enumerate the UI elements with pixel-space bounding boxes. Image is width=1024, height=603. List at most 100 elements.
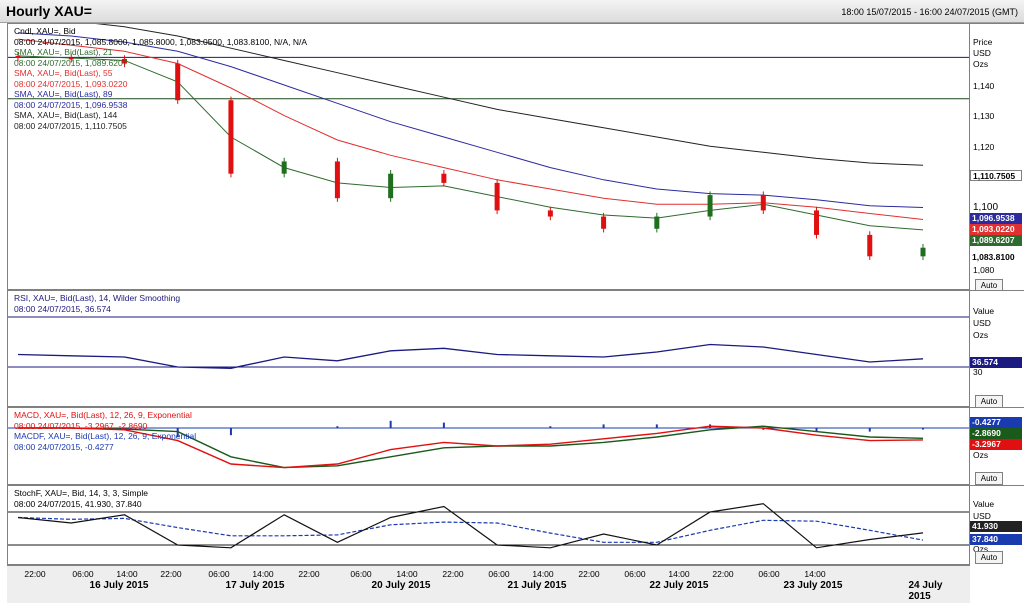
candle-body [920,247,926,257]
x-tick: 06:00 [72,569,94,579]
x-tick: 14:00 [668,569,690,579]
rsi-panel[interactable]: RSI, XAU=, Bid(Last), 14, Wilder Smoothi… [7,290,970,407]
x-date: 16 July 2015 [89,580,149,591]
candle-body [388,173,394,199]
stoch-panel[interactable]: StochF, XAU=, Bid, 14, 3, 3, Simple 08:0… [7,485,970,565]
price-axis-title-3: Ozs [973,59,989,69]
x-tick: 22:00 [24,569,46,579]
legend-macdf: MACDF, XAU=, Bid(Last), 12, 26, 9, Expon… [14,431,197,441]
legend-sma89: SMA, XAU=, Bid(Last), 89 [14,89,113,99]
macd-line [18,425,924,469]
candle-body [867,234,873,257]
macd-histogram-bar [229,428,232,436]
stoch-k-line [17,503,924,549]
legend-sma144-values: 08:00 24/07/2015, 1,110.7505 [14,120,127,131]
macd-panel[interactable]: MACD, XAU=, Bid(Last), 12, 26, 9, Expone… [7,407,970,485]
tag-stoch-k: 41.930 [970,521,1022,532]
tag-sma144: 1,110.7505 [970,170,1022,181]
x-tick: 14:00 [116,569,138,579]
rsi-axis-title-1: Value [973,306,995,316]
x-date: 20 July 2015 [371,580,431,591]
x-tick: 06:00 [350,569,372,579]
x-tick: 22:00 [160,569,182,579]
price-axis[interactable]: Price USD Ozs 1,140 1,130 1,120 1,100 1,… [970,23,1024,292]
rsi-line [17,343,924,369]
tag-close: 1,083.8100 [970,252,1022,263]
sma144-line [95,24,924,166]
macd-histogram-bar [336,426,339,428]
macd-histogram-bar [442,422,445,428]
macd-histogram-bar [655,424,658,428]
chart-date-range: 18:00 15/07/2015 - 16:00 24/07/2015 (GMT… [841,7,1018,17]
chart-title: Hourly XAU= [6,3,92,19]
stoch-axis-title-1: Value [973,499,995,509]
price-tick-1080: 1,080 [973,265,995,275]
legend-cndl-values: 08:00 24/07/2015, 1,085.8000, 1,085.8000… [14,36,308,47]
stoch-axis[interactable]: Value USD 41.930 37.840 Ozs Auto [970,485,1024,565]
price-axis-title-1: Price [973,37,993,47]
sma55-line [17,38,924,220]
x-date: 24 July 2015 [908,580,943,602]
x-tick: 14:00 [804,569,826,579]
rsi-chart-svg [8,316,969,369]
macd-histogram-bar [762,428,765,430]
legend-rsi-values: 08:00 24/07/2015, 36.574 [14,303,111,314]
macd-histogram-bar [922,428,924,430]
price-tick-1130: 1,130 [973,111,995,121]
stoch-chart-svg [8,503,969,549]
tag-macd: -3.2967 [970,439,1022,450]
rsi-tick-30: 30 [973,367,983,377]
x-tick: 22:00 [298,569,320,579]
price-tick-1120: 1,120 [973,142,995,152]
candle-body [601,216,607,229]
legend-macd: MACD, XAU=, Bid(Last), 12, 26, 9, Expone… [14,410,192,420]
legend-rsi: RSI, XAU=, Bid(Last), 14, Wilder Smoothi… [14,293,181,303]
candle-body [228,100,234,174]
candle-body [547,210,553,217]
candle-body [494,182,500,211]
tag-sma55: 1,093.0220 [970,224,1022,235]
stoch-auto-button[interactable]: Auto [975,551,1003,564]
x-date: 22 July 2015 [649,580,709,591]
legend-stoch: StochF, XAU=, Bid, 14, 3, 3, Simple [14,488,148,498]
legend-sma144: SMA, XAU=, Bid(Last), 144 [14,110,118,120]
tag-sma21: 1,089.6207 [970,235,1022,246]
x-tick: 14:00 [396,569,418,579]
macd-histogram-bar [283,428,286,429]
macd-histogram-bar [389,420,392,428]
price-panel[interactable]: Cndl, XAU=, Bid 08:00 24/07/2015, 1,085.… [7,23,970,290]
legend-sma21-values: 08:00 24/07/2015, 1,089.6207 [14,57,128,68]
legend-sma89-values: 08:00 24/07/2015, 1,096.9538 [14,99,128,110]
time-axis[interactable]: 22:00 06:00 14:00 22:00 06:00 14:00 22:0… [7,565,970,603]
candle-body [814,210,820,235]
macd-histogram-bar [868,428,871,432]
candle-body [760,195,766,211]
tag-macdf: -0.4277 [970,417,1022,428]
window-title-bar: Hourly XAU= 18:00 15/07/2015 - 16:00 24/… [0,0,1024,23]
x-date: 21 July 2015 [507,580,567,591]
x-tick: 06:00 [624,569,646,579]
candle-body [707,195,713,217]
sma21-line [17,55,924,231]
legend-sma55-values: 08:00 24/07/2015, 1,093.0220 [14,78,128,89]
x-tick: 22:00 [442,569,464,579]
candle-body [68,57,74,60]
macd-axis-title-3: Ozs [973,450,989,460]
macd-axis[interactable]: -0.4277 -2.8690 -3.2967 Ozs Auto [970,407,1024,485]
price-legend: Cndl, XAU=, Bid 08:00 24/07/2015, 1,085.… [14,26,307,131]
macd-histogram-bar [496,428,499,429]
x-tick: 22:00 [712,569,734,579]
x-tick: 14:00 [532,569,554,579]
legend-stoch-values: 08:00 24/07/2015, 41.930, 37.840 [14,498,142,509]
price-chart-svg [8,24,969,260]
macd-histogram-bar [549,426,552,428]
x-date: 23 July 2015 [783,580,843,591]
candle-body [15,55,21,58]
x-tick: 06:00 [208,569,230,579]
x-tick: 14:00 [252,569,274,579]
macd-chart-svg [8,420,969,469]
macd-auto-button[interactable]: Auto [975,472,1003,485]
legend-sma55: SMA, XAU=, Bid(Last), 55 [14,68,113,78]
macd-histogram-bar [176,428,179,437]
rsi-axis[interactable]: Value USD Ozs 36.574 30 Auto [970,290,1024,408]
